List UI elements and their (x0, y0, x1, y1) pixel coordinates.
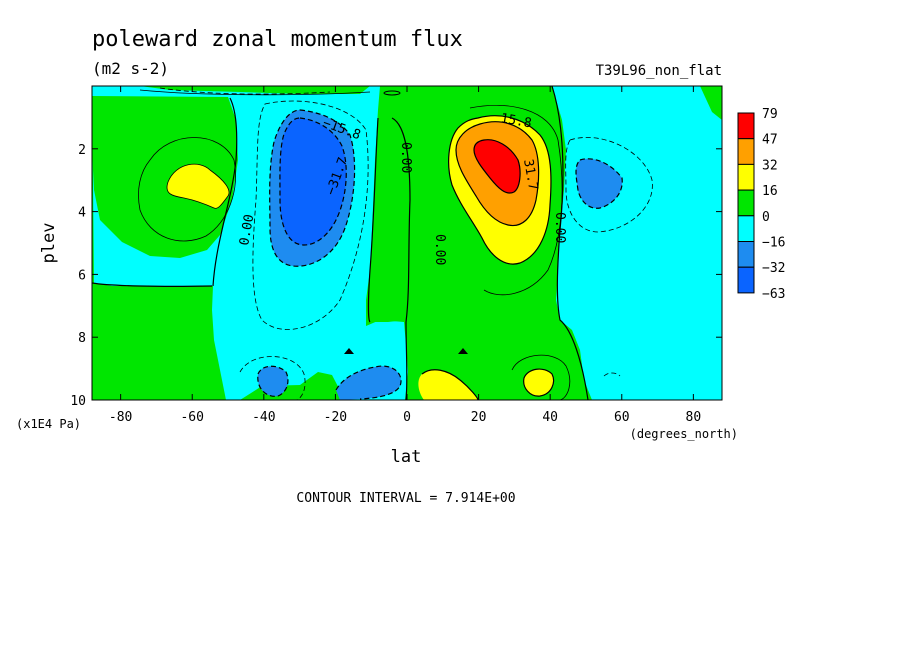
marker-top-eq (383, 90, 401, 96)
y-axis: 2 4 6 8 10 (70, 143, 722, 409)
run-name: T39L96_non_flat (596, 63, 722, 79)
colorbar-swatch (737, 112, 755, 140)
x-tick-label: 80 (686, 410, 702, 425)
contour-interval-note: CONTOUR INTERVAL = 7.914E+00 (296, 491, 515, 506)
y-tick-label: 8 (78, 331, 86, 346)
y-tick-label: 2 (78, 143, 86, 158)
contour-zero-low-eq (405, 321, 408, 400)
colorbar-swatch (737, 163, 755, 191)
contour-label-north-31: 31.7 (520, 158, 540, 191)
region-south-upper-island (92, 96, 238, 258)
chart-title: poleward zonal momentum flux (92, 27, 463, 52)
x-tick-label: 20 (471, 410, 487, 425)
contour-low-north-right (603, 372, 621, 377)
region-north-jet-47 (474, 139, 521, 194)
plot-area (92, 86, 722, 400)
contour-zero-south (212, 97, 238, 287)
contour-low-south-b (335, 365, 402, 400)
y-tick-label: 4 (78, 206, 86, 221)
x-axis-units: (degrees_north) (630, 427, 738, 441)
region-north-upper-32 (576, 158, 623, 209)
contour-south-upper-ring (138, 137, 236, 242)
region-equatorial-green (368, 118, 410, 322)
contour-south-jet-outer (252, 100, 369, 330)
y-axis-units: (x1E4 Pa) (16, 417, 81, 431)
colorbar-label: 16 (762, 184, 778, 199)
colorbar-label: −16 (762, 236, 785, 251)
colorbar-label: −32 (762, 261, 785, 276)
contour-south-jet-16 (269, 109, 356, 267)
contour-south-jet-32 (279, 117, 347, 246)
region-low-south-a-32 (257, 366, 288, 397)
contour-north-jet-outer (469, 105, 563, 296)
contour-label-zero-eq-mid: 0.00 (432, 234, 447, 265)
contour-north-upper-32 (575, 158, 623, 209)
contour-zero-north (551, 86, 589, 400)
x-tick-label: -40 (252, 410, 275, 425)
x-tick-label: -60 (180, 410, 203, 425)
x-tick-label: 0 (403, 410, 411, 425)
x-tick-label: -20 (324, 410, 347, 425)
contour-label-zero-north: 0.00 (552, 212, 567, 243)
colorbar-label: 79 (762, 107, 778, 122)
contour-north-jet-47 (473, 139, 521, 194)
marker-min-south (344, 348, 354, 354)
colorbar-label: 32 (762, 158, 778, 173)
contour-north-upper-ring (565, 137, 653, 233)
region-low-north-b-16 (523, 369, 554, 397)
x-tick-label: 40 (542, 410, 558, 425)
x-tick-label: 60 (614, 410, 630, 425)
colorbar-swatch (737, 189, 755, 217)
contour-low-north-b (523, 368, 555, 397)
contour-low-north-a (421, 369, 479, 400)
y-tick-label: 10 (70, 394, 86, 409)
contour-label-zero-south: 0.00 (237, 213, 257, 246)
colorbar-swatch (737, 266, 755, 294)
contour-zero-eq-east (391, 117, 411, 323)
contour-zero-eq-west (367, 117, 379, 323)
contour-north-jet-16 (448, 115, 552, 265)
region-low-north-a-16 (418, 369, 478, 400)
x-tick-label: -80 (109, 410, 132, 425)
contour-low-north-ring (511, 354, 571, 400)
colorbar-swatch (737, 215, 755, 243)
contour-north-jet-32 (455, 121, 540, 227)
region-south-jet-63 (279, 118, 347, 245)
colorbar-label: 47 (762, 133, 778, 148)
y-axis-label: plev (39, 223, 59, 264)
colorbar-swatch (737, 138, 755, 165)
region-top-rim (140, 86, 370, 94)
contour-zero-south-outer (92, 282, 213, 287)
x-axis-label: lat (391, 447, 422, 467)
contour-top-rim (139, 89, 371, 96)
colorbar-swatch (737, 241, 755, 268)
contour-low-south-ring (239, 356, 306, 400)
core-south-upper-yellow (166, 164, 230, 209)
colorbar: 79 47 32 16 0 −16 −32 −63 (737, 107, 785, 302)
region-low-south-b-32 (336, 366, 402, 400)
x-axis: -80 -60 -40 -20 0 20 40 60 80 (109, 86, 701, 425)
contour-low-south-a (257, 365, 289, 397)
contour-south-upper-island (166, 163, 230, 209)
chart-units: (m2 s-2) (92, 59, 169, 78)
colorbar-label: 0 (762, 210, 770, 225)
marker-max-north (458, 348, 468, 354)
region-north-right-green (700, 86, 722, 120)
contour-label-north-15: 15.8 (499, 111, 532, 131)
colorbar-label: −63 (762, 287, 785, 302)
contour-top-south-dash (159, 87, 331, 95)
contour-label-zero-eq-top: 0.00 (398, 142, 413, 173)
y-tick-label: 6 (78, 268, 86, 283)
